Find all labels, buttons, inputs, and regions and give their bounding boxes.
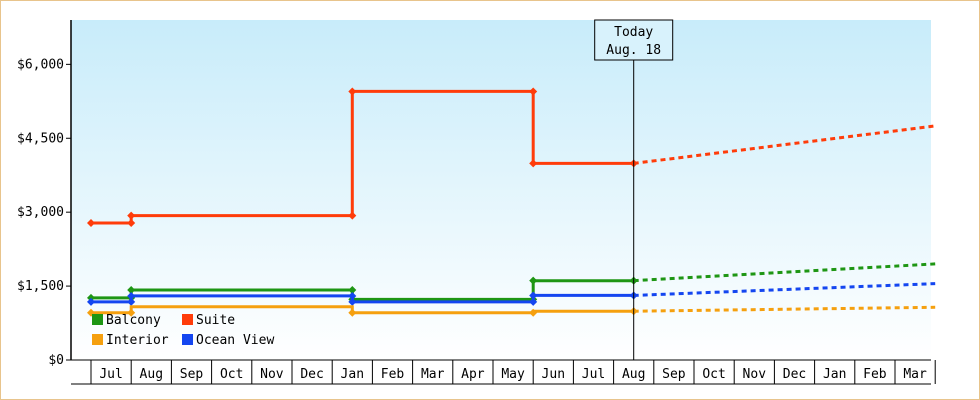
- data-point: [87, 297, 95, 306]
- data-point: [529, 291, 538, 300]
- data-point: [348, 291, 357, 300]
- x-tick-label: Dec: [783, 367, 806, 382]
- x-tick-label: Mar: [421, 367, 445, 382]
- axes: $0 $1,500 $3,000 $4,500 $6,000 Jul Aug Sep Oct No…: [17, 20, 936, 385]
- y-tick-label: $0: [48, 353, 64, 368]
- x-tick-label: Sep: [662, 367, 686, 382]
- x-tick-label: Jan: [341, 367, 364, 382]
- x-tick-label: Aug: [140, 367, 163, 382]
- x-tick-label: Jul: [99, 367, 122, 382]
- legend-swatch: [92, 334, 103, 345]
- forecast-line: [633, 124, 936, 165]
- x-tick-label: Oct: [702, 367, 725, 382]
- data-point: [529, 159, 538, 168]
- legend-swatch: [182, 334, 193, 345]
- legend-item: Suite: [182, 313, 235, 328]
- legend: Balcony Suite Interior Ocean View: [92, 313, 274, 348]
- legend-swatch: [92, 314, 103, 325]
- data-point: [127, 219, 136, 228]
- x-tick-label: Nov: [743, 367, 767, 382]
- x-tick-label: Dec: [300, 367, 323, 382]
- legend-label: Ocean View: [196, 333, 274, 348]
- legend-label: Balcony: [106, 313, 161, 328]
- today-marker: Today Aug. 18: [594, 19, 674, 360]
- data-point: [348, 297, 357, 306]
- x-tick-label: Apr: [461, 367, 485, 382]
- today-date: Aug. 18: [606, 43, 661, 58]
- today-label: Today: [614, 25, 653, 40]
- x-tick-label: Feb: [863, 367, 887, 382]
- y-tick-label: $6,000: [17, 57, 64, 72]
- y-tick-label: $4,500: [17, 131, 64, 146]
- data-point: [529, 297, 538, 306]
- x-tick-label: Nov: [260, 367, 284, 382]
- legend-item: Interior: [92, 333, 169, 348]
- y-tick-label: $3,000: [17, 205, 64, 220]
- plot-background: [71, 20, 931, 360]
- legend-item: Ocean View: [182, 333, 274, 348]
- data-point: [529, 308, 538, 317]
- data-point: [348, 211, 357, 220]
- x-tick-label: Aug: [622, 367, 645, 382]
- data-point: [127, 211, 136, 220]
- data-point: [529, 276, 538, 285]
- x-tick-label: Jun: [542, 367, 565, 382]
- x-tick-label: Mar: [903, 367, 927, 382]
- data-point: [348, 286, 357, 295]
- data-point: [87, 219, 95, 228]
- data-point: [127, 308, 136, 317]
- data-point: [127, 291, 136, 300]
- legend-label: Interior: [106, 333, 169, 348]
- data-point: [348, 87, 357, 96]
- x-tick-label: Feb: [381, 367, 405, 382]
- x-tick-label: Jul: [582, 367, 605, 382]
- today-box: [594, 19, 674, 61]
- x-tick-label: Sep: [180, 367, 204, 382]
- x-tick-label: May: [501, 367, 525, 382]
- data-point: [127, 297, 136, 306]
- data-point: [348, 308, 357, 317]
- x-tick-label: Oct: [220, 367, 243, 382]
- data-point: [529, 87, 538, 96]
- legend-swatch: [182, 314, 193, 325]
- y-tick-label: $1,500: [17, 279, 64, 294]
- legend-item: Balcony: [92, 313, 161, 328]
- data-point: [127, 286, 136, 295]
- series-suite: [87, 87, 936, 228]
- legend-label: Suite: [196, 313, 235, 328]
- x-tick-label: Jan: [823, 367, 846, 382]
